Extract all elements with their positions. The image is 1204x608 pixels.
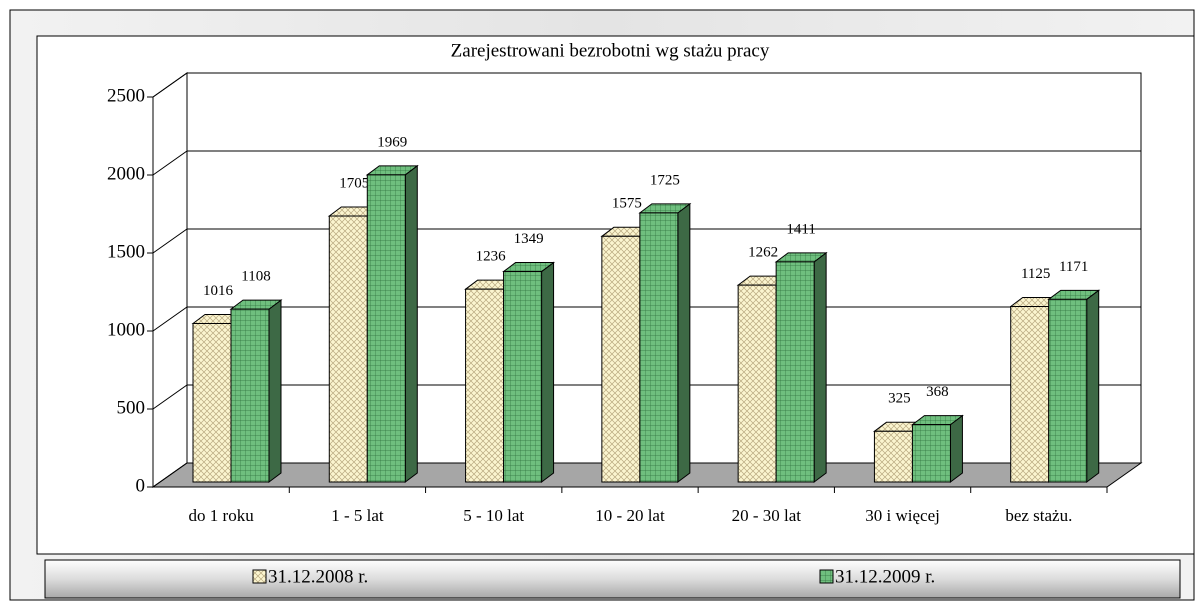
value-label: 1108 [241, 269, 270, 285]
grid-line [152, 72, 1141, 98]
value-label: 325 [888, 391, 911, 407]
bar-side [268, 299, 282, 483]
x-tick-label: 30 i więcej [865, 506, 940, 525]
bar [365, 164, 419, 483]
x-tick-label: bez stażu. [1005, 506, 1072, 525]
bar [1047, 289, 1101, 483]
bar-front [465, 288, 505, 483]
bar-side [404, 164, 418, 483]
bar [774, 251, 828, 483]
bar-front [1048, 298, 1088, 483]
x-tick-label: 10 - 20 lat [595, 506, 665, 525]
bar-front [192, 323, 232, 483]
bar-front [328, 215, 368, 483]
bar [910, 414, 964, 483]
bar-front [873, 430, 913, 483]
y-tick-label: 500 [117, 397, 146, 418]
value-label: 1016 [203, 283, 234, 299]
value-label: 1262 [748, 245, 778, 261]
value-label: 1969 [377, 134, 407, 150]
legend [44, 559, 1181, 599]
bar [229, 299, 283, 483]
bar-front [1010, 306, 1050, 483]
value-label: 368 [926, 384, 949, 400]
bar-front [639, 212, 679, 483]
value-label: 1349 [514, 231, 544, 247]
chart-title: Zarejestrowani bezrobotni wg stażu pracy [451, 40, 770, 61]
value-label: 1125 [1021, 266, 1050, 282]
value-label: 1575 [612, 196, 642, 212]
bar-side [813, 251, 827, 483]
bar-side [949, 414, 963, 483]
value-label: 1411 [786, 221, 815, 237]
value-label: 1705 [339, 175, 369, 191]
bar-front [737, 284, 777, 483]
legend-swatch [819, 569, 834, 584]
value-label: 1236 [476, 249, 507, 265]
side-wall [152, 72, 188, 488]
legend-label: 31.12.2008 r. [268, 566, 368, 587]
x-tick-label: 1 - 5 lat [331, 506, 384, 525]
y-tick-label: 0 [136, 475, 146, 496]
x-tick-label: do 1 roku [189, 506, 255, 525]
value-label: 1725 [650, 172, 680, 188]
x-tick-label: 5 - 10 lat [463, 506, 524, 525]
grid-line [152, 150, 1141, 176]
grid-line [152, 228, 1141, 254]
y-tick-label: 2000 [107, 163, 145, 184]
bar-front [503, 271, 543, 483]
legend-label: 31.12.2009 r. [835, 566, 935, 587]
bar [638, 202, 692, 483]
legend-swatch [252, 569, 267, 584]
bar-front [366, 174, 406, 483]
x-tick-label: 20 - 30 lat [732, 506, 802, 525]
bar-side [541, 261, 555, 483]
bar-side [1086, 289, 1100, 483]
bar-front [230, 308, 270, 483]
y-tick-label: 1500 [107, 241, 145, 262]
bar-front [601, 235, 641, 483]
bar-front [911, 424, 951, 483]
bar-front [775, 261, 815, 483]
y-tick-label: 1000 [107, 319, 145, 340]
y-tick-label: 2500 [107, 85, 145, 106]
value-label: 1171 [1059, 259, 1088, 275]
bar-side [677, 202, 691, 483]
bar [502, 261, 556, 483]
